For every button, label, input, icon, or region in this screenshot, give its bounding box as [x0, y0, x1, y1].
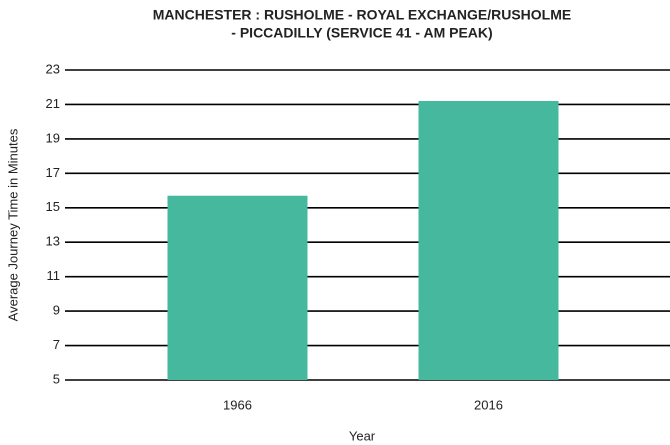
bar	[167, 195, 308, 380]
y-tick-label: 13	[46, 234, 60, 249]
x-axis-label: Year	[349, 428, 376, 443]
y-tick-label: 11	[47, 268, 61, 283]
y-tick-label: 23	[46, 61, 60, 76]
y-tick-label: 9	[53, 303, 60, 318]
chart-title: - PICCADILLY (SERVICE 41 - AM PEAK)	[231, 25, 492, 41]
y-tick-label: 21	[46, 96, 60, 111]
bar	[418, 101, 559, 380]
y-tick-label: 17	[46, 165, 60, 180]
y-axis-label: Average Journey Time in Minutes	[5, 128, 20, 321]
chart-title: MANCHESTER : RUSHOLME - ROYAL EXCHANGE/R…	[153, 7, 571, 23]
y-tick-label: 19	[46, 130, 60, 145]
y-tick-label: 7	[53, 337, 60, 352]
x-tick-label: 1966	[223, 397, 252, 412]
y-tick-label: 15	[46, 199, 60, 214]
x-tick-label: 2016	[474, 397, 503, 412]
y-tick-label: 5	[53, 371, 60, 386]
